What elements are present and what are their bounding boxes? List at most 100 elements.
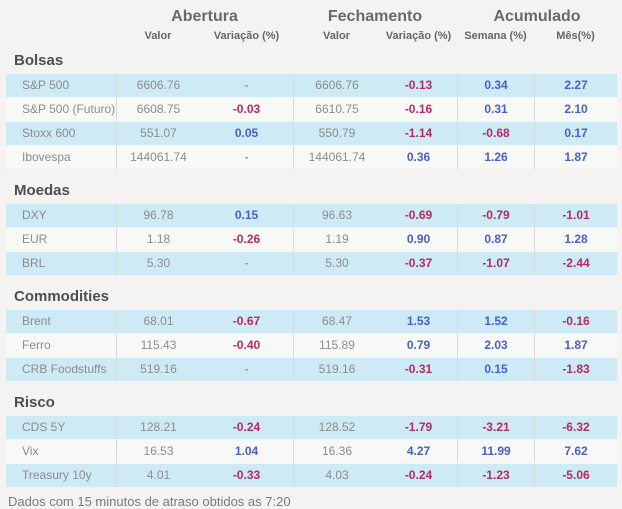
table-row: BRL 5.30 - 5.30 -0.37 -1.07 -2.44 bbox=[6, 252, 617, 275]
cell-mes: 1.87 bbox=[534, 334, 617, 357]
col-header-fechamento-valor: Valor bbox=[323, 30, 350, 42]
cell-fechamento-variacao: -0.31 bbox=[404, 362, 433, 376]
cell-fechamento-variacao: 0.90 bbox=[406, 232, 431, 246]
cell-semana: 1.26 bbox=[457, 146, 534, 169]
col-header-abertura-variacao: Variação (%) bbox=[213, 30, 280, 42]
cell-mes: -2.44 bbox=[534, 252, 617, 275]
cell-mes: 1.28 bbox=[534, 228, 617, 251]
section-bolsas: Bolsas S&P 500 6606.76 - 6606.76 -0.13 0.34 2.2… bbox=[6, 52, 617, 169]
section-moedas: Moedas DXY 96.78 0.15 96.63 -0.69 -0.79 -1.01 EU… bbox=[6, 182, 617, 275]
row-label: Ibovespa bbox=[22, 150, 71, 164]
cell-fechamento-variacao: 0.36 bbox=[406, 150, 431, 164]
cell-abertura-valor: 5.30 bbox=[116, 252, 200, 275]
cell-semana: -0.79 bbox=[457, 204, 534, 227]
cell-abertura-valor: 6608.75 bbox=[116, 98, 200, 121]
cell-fechamento-valor: 550.79 bbox=[293, 122, 380, 145]
cell-fechamento-valor: 96.63 bbox=[293, 204, 380, 227]
column-group-header-row: Abertura Fechamento Acumulado bbox=[6, 0, 617, 26]
cell-semana: -1.07 bbox=[457, 252, 534, 275]
table-row: Ferro 115.43 -0.40 115.89 0.79 2.03 1.87 bbox=[6, 334, 617, 357]
cell-abertura-variacao: - bbox=[244, 150, 249, 164]
cell-abertura-valor: 519.16 bbox=[116, 358, 200, 381]
row-label: S&P 500 bbox=[22, 78, 70, 92]
table-row: Ibovespa 144061.74 - 144061.74 0.36 1.26 1.87 bbox=[6, 146, 617, 169]
cell-fechamento-valor: 68.47 bbox=[293, 310, 380, 333]
table-row: Treasury 10y 4.01 -0.33 4.03 -0.24 -1.23 -5.06 bbox=[6, 464, 617, 487]
cell-fechamento-variacao: -0.69 bbox=[404, 208, 433, 222]
spacer bbox=[6, 29, 116, 44]
row-label: Brent bbox=[22, 314, 51, 328]
cell-semana: 2.03 bbox=[457, 334, 534, 357]
cell-fechamento-valor: 115.89 bbox=[293, 334, 380, 357]
row-label: EUR bbox=[22, 232, 48, 246]
cell-fechamento-valor: 5.30 bbox=[293, 252, 380, 275]
section-title: Commodities bbox=[14, 288, 110, 305]
cell-abertura-variacao: -0.33 bbox=[232, 468, 261, 482]
cell-abertura-variacao: - bbox=[244, 78, 249, 92]
cell-fechamento-variacao: -0.16 bbox=[404, 102, 433, 116]
row-label: BRL bbox=[22, 256, 46, 270]
cell-fechamento-valor: 6606.76 bbox=[293, 74, 380, 97]
group-header-fechamento: Fechamento bbox=[327, 8, 423, 25]
cell-abertura-variacao: - bbox=[244, 256, 249, 270]
cell-fechamento-valor: 16.36 bbox=[293, 440, 380, 463]
cell-abertura-valor: 96.78 bbox=[116, 204, 200, 227]
cell-abertura-valor: 4.01 bbox=[116, 464, 200, 487]
table-row: Brent 68.01 -0.67 68.47 1.53 1.52 -0.16 bbox=[6, 310, 617, 333]
cell-semana: 0.87 bbox=[457, 228, 534, 251]
cell-abertura-variacao: - bbox=[244, 362, 249, 376]
table-row: CRB Foodstuffs 519.16 - 519.16 -0.31 0.15 -1.8… bbox=[6, 358, 617, 381]
cell-mes: -1.01 bbox=[534, 204, 617, 227]
cell-abertura-valor: 144061.74 bbox=[116, 146, 200, 169]
table-row: S&P 500 (Futuro) 6608.75 -0.03 6610.75 -0.16… bbox=[6, 98, 617, 121]
delay-footnote: Dados com 15 minutos de atraso obtidos a… bbox=[8, 494, 291, 509]
cell-semana: 1.52 bbox=[457, 310, 534, 333]
cell-abertura-variacao: 1.04 bbox=[234, 444, 259, 458]
section-commodities: Commodities Brent 68.01 -0.67 68.47 1.53 1.52-… bbox=[6, 288, 617, 381]
col-header-mes: Mês(%) bbox=[556, 30, 595, 42]
row-label: Stoxx 600 bbox=[22, 126, 76, 140]
section-title: Bolsas bbox=[14, 52, 64, 69]
table-row: Stoxx 600 551.07 0.05 550.79 -1.14 -0.68 0.17 bbox=[6, 122, 617, 145]
cell-fechamento-valor: 1.19 bbox=[293, 228, 380, 251]
cell-fechamento-variacao: -0.13 bbox=[404, 78, 433, 92]
cell-mes: -0.16 bbox=[534, 310, 617, 333]
cell-semana: -1.23 bbox=[457, 464, 534, 487]
cell-mes: 0.17 bbox=[534, 122, 617, 145]
cell-fechamento-valor: 144061.74 bbox=[293, 146, 380, 169]
cell-semana: 0.15 bbox=[457, 358, 534, 381]
column-subheader-row: Valor Variação (%) Valor Variação (%) Se… bbox=[6, 26, 617, 48]
cell-fechamento-valor: 4.03 bbox=[293, 464, 380, 487]
cell-abertura-variacao: -0.67 bbox=[232, 314, 261, 328]
row-label: CRB Foodstuffs bbox=[22, 362, 107, 376]
cell-fechamento-valor: 6610.75 bbox=[293, 98, 380, 121]
group-header-acumulado: Acumulado bbox=[493, 8, 581, 25]
cell-abertura-valor: 6606.76 bbox=[116, 74, 200, 97]
cell-abertura-valor: 551.07 bbox=[116, 122, 200, 145]
cell-fechamento-valor: 519.16 bbox=[293, 358, 380, 381]
cell-semana: 0.34 bbox=[457, 74, 534, 97]
cell-mes: 2.10 bbox=[534, 98, 617, 121]
col-header-fechamento-variacao: Variação (%) bbox=[385, 30, 452, 42]
cell-fechamento-variacao: -1.79 bbox=[404, 420, 433, 434]
cell-abertura-valor: 68.01 bbox=[116, 310, 200, 333]
row-label: DXY bbox=[22, 208, 47, 222]
group-header-abertura: Abertura bbox=[171, 8, 238, 25]
cell-abertura-variacao: -0.26 bbox=[232, 232, 261, 246]
table-row: CDS 5Y 128.21 -0.24 128.52 -1.79 -3.21 -6.32 bbox=[6, 416, 617, 439]
market-data-table: Abertura Fechamento Acumulado Valor Vari… bbox=[6, 0, 617, 509]
table-row: S&P 500 6606.76 - 6606.76 -0.13 0.34 2.27 bbox=[6, 74, 617, 97]
cell-mes: -6.32 bbox=[534, 416, 617, 439]
cell-fechamento-variacao: 4.27 bbox=[406, 444, 431, 458]
cell-abertura-valor: 1.18 bbox=[116, 228, 200, 251]
table-body: Bolsas S&P 500 6606.76 - 6606.76 -0.13 0.34 2.2… bbox=[6, 52, 617, 487]
spacer bbox=[6, 7, 116, 26]
section-title: Risco bbox=[14, 394, 55, 411]
row-label: S&P 500 (Futuro) bbox=[22, 102, 116, 116]
table-row: Vix 16.53 1.04 16.36 4.27 11.99 7.62 bbox=[6, 440, 617, 463]
cell-abertura-valor: 128.21 bbox=[116, 416, 200, 439]
cell-semana: 0.31 bbox=[457, 98, 534, 121]
cell-abertura-valor: 115.43 bbox=[116, 334, 200, 357]
cell-fechamento-variacao: 1.53 bbox=[406, 314, 431, 328]
cell-abertura-variacao: -0.40 bbox=[232, 338, 261, 352]
